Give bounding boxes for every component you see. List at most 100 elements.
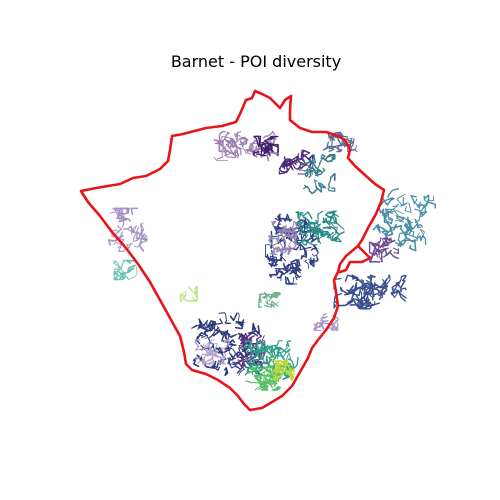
street-segment bbox=[188, 286, 196, 295]
street-segment bbox=[396, 193, 406, 206]
street-segment bbox=[398, 274, 406, 286]
street-segment bbox=[327, 187, 336, 192]
street-segment bbox=[355, 288, 367, 302]
street-segment bbox=[392, 247, 399, 255]
street-segment bbox=[278, 158, 291, 173]
street-segment bbox=[379, 241, 387, 249]
street-segment bbox=[374, 247, 392, 257]
street-segment bbox=[255, 135, 270, 151]
street-segment bbox=[135, 228, 145, 241]
street-segment bbox=[387, 188, 400, 198]
street-segment bbox=[234, 319, 245, 330]
street-segment bbox=[234, 131, 242, 141]
street-segment bbox=[209, 347, 223, 359]
street-segment bbox=[291, 161, 299, 170]
street-cluster-south-lav bbox=[194, 339, 230, 365]
street-segment bbox=[203, 339, 215, 348]
street-segment bbox=[180, 290, 187, 298]
street-segment bbox=[268, 269, 279, 278]
street-segment bbox=[328, 135, 341, 150]
street-segment bbox=[278, 226, 297, 244]
street-segment bbox=[191, 324, 201, 329]
street-segment bbox=[300, 253, 307, 260]
street-segment bbox=[380, 237, 389, 248]
street-segment bbox=[396, 215, 413, 231]
street-segment bbox=[410, 232, 420, 241]
street-segment bbox=[295, 258, 301, 274]
street-segment bbox=[261, 378, 269, 389]
street-segment bbox=[371, 243, 381, 255]
street-segment bbox=[271, 359, 284, 378]
street-segment bbox=[369, 255, 381, 263]
street-cluster-north-dark bbox=[253, 135, 279, 157]
street-cluster-south-east-lav bbox=[313, 313, 339, 331]
street-segment bbox=[207, 357, 215, 365]
street-segment bbox=[346, 298, 360, 306]
street-segment bbox=[291, 276, 298, 285]
street-segment bbox=[118, 246, 126, 253]
street-segment bbox=[297, 170, 308, 175]
street-segment bbox=[206, 353, 218, 362]
street-segment bbox=[223, 131, 230, 142]
street-segment bbox=[382, 283, 389, 290]
street-segment bbox=[296, 233, 307, 242]
street-cluster-south-green bbox=[245, 365, 285, 391]
street-segment bbox=[263, 359, 275, 368]
street-segment bbox=[202, 343, 218, 352]
street-segment bbox=[250, 139, 261, 151]
street-segment bbox=[277, 360, 286, 371]
street-segment bbox=[251, 368, 266, 375]
street-segment bbox=[299, 155, 308, 169]
street-segment bbox=[245, 380, 269, 388]
street-segment bbox=[113, 271, 125, 281]
figure-title: Barnet - POI diversity bbox=[171, 52, 341, 71]
street-segment bbox=[254, 373, 274, 382]
street-segment bbox=[384, 226, 394, 239]
street-segment bbox=[262, 130, 276, 139]
street-segment bbox=[271, 358, 277, 369]
street-segment bbox=[230, 148, 237, 158]
street-segment bbox=[404, 202, 412, 213]
street-segment bbox=[125, 259, 135, 264]
street-segment bbox=[318, 154, 326, 165]
street-segment bbox=[198, 318, 209, 330]
street-segment bbox=[217, 135, 232, 146]
street-segment bbox=[383, 211, 394, 220]
street-cluster-north-east-teal bbox=[300, 154, 336, 195]
street-segment bbox=[300, 157, 312, 166]
street-segment bbox=[327, 215, 338, 226]
street-segment bbox=[218, 312, 232, 325]
street-segment bbox=[275, 360, 280, 369]
street-segment bbox=[416, 234, 427, 246]
street-segment bbox=[288, 236, 298, 251]
street-segment bbox=[308, 254, 319, 263]
street-segment bbox=[394, 215, 404, 223]
street-segment bbox=[202, 360, 217, 369]
street-segment bbox=[224, 138, 234, 145]
street-segment bbox=[322, 217, 328, 224]
street-segment bbox=[336, 149, 343, 153]
street-segment bbox=[291, 259, 299, 272]
street-segment bbox=[315, 182, 327, 193]
street-segment bbox=[271, 385, 282, 391]
street-segment bbox=[318, 230, 332, 241]
street-segment bbox=[127, 226, 133, 235]
street-segment bbox=[419, 211, 428, 218]
street-segment bbox=[195, 352, 210, 361]
street-segment bbox=[239, 136, 249, 146]
street-segment bbox=[282, 156, 287, 170]
street-segment bbox=[310, 244, 319, 253]
street-segment bbox=[271, 340, 283, 350]
street-segment bbox=[309, 166, 320, 175]
street-segment bbox=[318, 321, 322, 329]
street-segment bbox=[322, 146, 335, 153]
street-segment bbox=[309, 257, 315, 268]
street-segment bbox=[397, 290, 407, 299]
street-segment bbox=[229, 312, 238, 322]
street-segment bbox=[330, 172, 336, 182]
street-segment bbox=[254, 349, 261, 360]
street-segment bbox=[253, 342, 257, 359]
street-segment bbox=[249, 350, 262, 367]
street-segment bbox=[126, 242, 133, 249]
